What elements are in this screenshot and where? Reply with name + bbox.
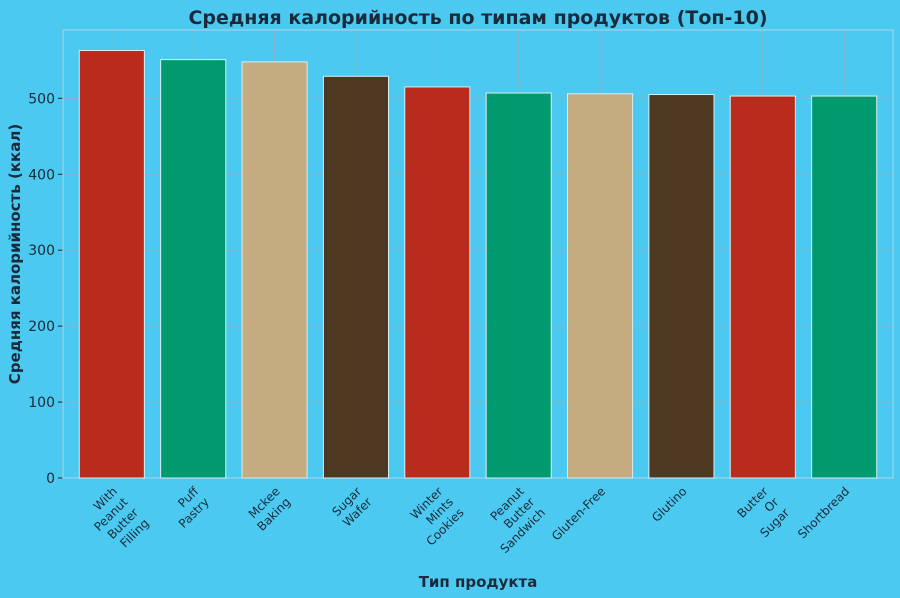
x-tick-label: SugarWafer	[329, 484, 374, 529]
x-tick-label: PuffPastry	[165, 484, 212, 531]
x-tick-label-line: Gluten-Free	[549, 484, 608, 543]
bar-4	[322, 75, 389, 479]
y-tick-label: 200	[28, 319, 55, 335]
x-tick-label-text: Shortbread	[795, 484, 852, 541]
x-tick-label-line: Shortbread	[795, 484, 852, 541]
y-tick-label: 400	[28, 167, 55, 183]
y-tick-label: 100	[28, 395, 55, 411]
y-axis-label: Средняя калорийность (ккал)	[6, 124, 24, 384]
x-tick-label-text: PuffPastry	[165, 484, 212, 531]
y-tick-label: 300	[28, 243, 55, 259]
bar-3	[241, 61, 308, 479]
x-tick-label-text: ButterOrSugar	[734, 484, 792, 542]
x-tick-label-text: MckeeBaking	[244, 484, 294, 534]
plot-frame	[62, 29, 894, 479]
x-tick-label: ButterOrSugar	[734, 484, 792, 542]
x-tick-label-text: Glutino	[649, 484, 689, 524]
x-tick-label: WithPeanutButterFilling	[81, 484, 152, 555]
bar-9	[729, 95, 796, 479]
x-tick-label-text: WithPeanutButterFilling	[81, 484, 152, 555]
bar-2	[160, 59, 227, 479]
x-tick-label-line: Glutino	[649, 484, 689, 524]
x-tick-label-text: SugarWafer	[329, 484, 374, 529]
bar-6	[485, 92, 552, 479]
x-tick-label-text: Gluten-Free	[549, 484, 608, 543]
x-axis-label: Тип продукта	[419, 573, 538, 591]
bars	[78, 50, 878, 479]
bar-7	[567, 93, 634, 479]
bar-10	[811, 95, 878, 479]
x-tick-label: Glutino	[649, 484, 689, 524]
bar-8	[648, 94, 715, 479]
x-tick-label: Shortbread	[795, 484, 852, 541]
bar-5	[404, 86, 471, 479]
y-tick-label: 500	[28, 91, 55, 107]
x-tick-label: WinterMintsCookies	[402, 484, 467, 548]
y-tick-label: 0	[46, 471, 55, 487]
x-tick-label: Gluten-Free	[549, 484, 608, 543]
x-tick-label: PeanutButterSandwich	[476, 484, 548, 556]
bar-1	[78, 50, 145, 479]
chart-title: Средняя калорийность по типам продуктов …	[188, 7, 767, 29]
x-tick-label-text: WinterMintsCookies	[402, 484, 466, 548]
x-tick-label-text: PeanutButterSandwich	[476, 484, 548, 556]
x-tick-label: MckeeBaking	[244, 484, 294, 534]
